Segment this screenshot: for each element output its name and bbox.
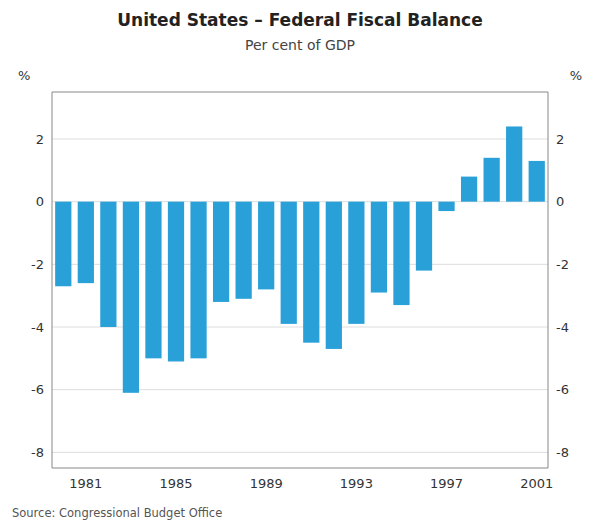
bar: [371, 202, 387, 293]
bar: [168, 202, 184, 362]
y2-tick-label: -6: [556, 382, 569, 397]
bar: [100, 202, 116, 327]
bar: [123, 202, 139, 393]
x-tick-label: 1989: [250, 476, 283, 491]
bar: [78, 202, 94, 283]
bar: [326, 202, 342, 349]
bar: [438, 202, 454, 211]
x-tick-label: 1993: [340, 476, 373, 491]
bar: [258, 202, 274, 290]
bars: [55, 126, 545, 392]
chart: United States – Federal Fiscal Balance Pe…: [0, 0, 600, 527]
x-tick-label: 1997: [430, 476, 463, 491]
bar: [416, 202, 432, 271]
source: Source: Congressional Budget Office: [12, 506, 222, 520]
subtitle: Per cent of GDP: [245, 37, 355, 53]
bar: [236, 202, 252, 299]
bar: [303, 202, 319, 343]
y-tick-label: -6: [31, 382, 44, 397]
y-tick-label: 0: [36, 194, 44, 209]
y2-tick-label: 0: [556, 194, 564, 209]
bar: [506, 126, 522, 201]
y-axis-line: [52, 92, 53, 468]
grid-line: [52, 139, 548, 140]
y2-axis-label: %: [570, 68, 582, 83]
grid: [52, 139, 548, 452]
bar: [484, 158, 500, 202]
y-tick-label: -4: [31, 320, 44, 335]
y-tick-label: -8: [31, 445, 44, 460]
bar: [55, 202, 71, 287]
plot-top-line: [52, 92, 548, 93]
x-tick-label: 1985: [159, 476, 192, 491]
y-tick-label: -2: [31, 257, 44, 272]
x-axis-line: [52, 468, 548, 469]
bar: [348, 202, 364, 324]
bar: [281, 202, 297, 324]
bar: [145, 202, 161, 359]
y2-tick-label: 2: [556, 132, 564, 147]
grid-line: [52, 452, 548, 453]
bar: [461, 177, 477, 202]
bar: [213, 202, 229, 302]
bar: [529, 161, 545, 202]
x-tick-label: 1981: [69, 476, 102, 491]
title: United States – Federal Fiscal Balance: [117, 10, 482, 30]
bar: [393, 202, 409, 305]
y-tick-label: 2: [36, 132, 44, 147]
y2-tick-label: -8: [556, 445, 569, 460]
x-tick-label: 2001: [520, 476, 553, 491]
y2-axis-line: [548, 92, 549, 468]
bar: [190, 202, 206, 359]
y-axis-label: %: [18, 68, 30, 83]
y2-tick-label: -2: [556, 257, 569, 272]
y2-tick-label: -4: [556, 320, 569, 335]
